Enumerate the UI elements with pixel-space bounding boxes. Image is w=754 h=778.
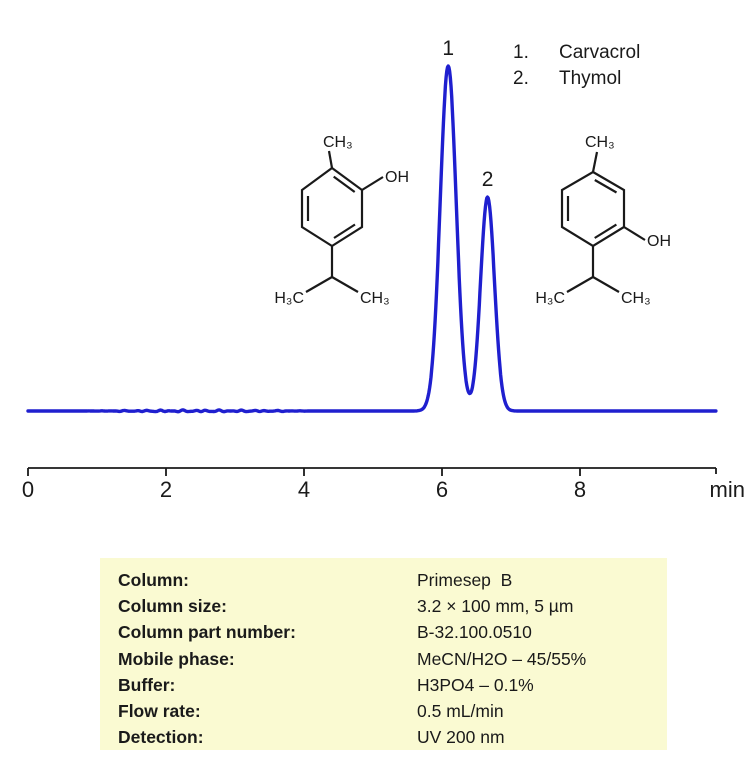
legend-number: 1. xyxy=(513,42,529,63)
double-bond-inner xyxy=(594,223,617,239)
carvacrol-structure: CH₃ OH H₃C CH₃ xyxy=(274,134,409,307)
legend-name: Thymol xyxy=(559,68,622,89)
chromatogram-curve xyxy=(26,64,718,414)
signal-trace xyxy=(26,64,718,414)
methyl-label: CH₃ xyxy=(585,134,615,151)
hydroxyl-label: OH xyxy=(647,233,671,250)
info-value: MeCN/H2O – 45/55% xyxy=(417,648,587,669)
info-value: B-32.100.0510 xyxy=(417,622,532,643)
methyl-bond xyxy=(327,150,334,169)
isopropyl-bond xyxy=(305,276,333,293)
thymol-structure: CH₃ OH H₃C CH₃ xyxy=(535,134,671,307)
info-row-mobile-phase: Mobile phase: MeCN/H2O – 45/55% xyxy=(118,646,667,672)
x-axis-tick-label: 8 xyxy=(574,477,586,502)
peak-legend: 1. Carvacrol 2. Thymol xyxy=(513,40,640,92)
method-info-panel: Column: Primesep B Column size: 3.2 × 10… xyxy=(100,558,667,750)
info-label: Detection: xyxy=(118,727,204,748)
info-row-part-number: Column part number: B-32.100.0510 xyxy=(118,620,667,646)
info-row-column-size: Column size: 3.2 × 100 mm, 5 µm xyxy=(118,593,667,619)
isopropyl-bond xyxy=(331,276,359,293)
info-label: Flow rate: xyxy=(118,701,201,722)
x-axis-unit-label: min xyxy=(710,477,745,502)
methyl-label: CH₃ xyxy=(323,134,353,151)
info-value: H3PO4 – 0.1% xyxy=(417,674,534,695)
peak-number-label: 1 xyxy=(442,37,454,60)
x-axis-tick-label: 2 xyxy=(160,477,172,502)
double-bond-inner xyxy=(333,223,356,239)
x-axis-tick-label: 4 xyxy=(298,477,310,502)
hydroxyl-bond xyxy=(623,226,646,241)
isopropyl-left-label: H₃C xyxy=(274,290,304,307)
info-label: Buffer: xyxy=(118,674,176,695)
legend-item-thymol: 2. Thymol xyxy=(513,66,640,92)
info-label: Mobile phase: xyxy=(118,648,235,669)
info-row-flow-rate: Flow rate: 0.5 mL/min xyxy=(118,698,667,724)
double-bond-inner xyxy=(333,175,356,193)
legend-number: 2. xyxy=(513,68,529,89)
double-bond-inner xyxy=(594,179,618,194)
isopropyl-left-label: H₃C xyxy=(535,290,565,307)
info-row-column: Column: Primesep B xyxy=(118,567,667,593)
legend-item-carvacrol: 1. Carvacrol xyxy=(513,40,640,66)
isopropyl-right-label: CH₃ xyxy=(360,290,390,307)
legend-name: Carvacrol xyxy=(559,42,641,63)
hydroxyl-bond xyxy=(361,176,384,191)
methyl-bond xyxy=(591,151,599,173)
info-value: Primesep B xyxy=(417,569,513,590)
info-value: UV 200 nm xyxy=(417,727,505,748)
isopropyl-right-label: CH₃ xyxy=(621,290,651,307)
hydroxyl-label: OH xyxy=(385,169,409,186)
chromatogram-svg: 0 2 4 6 8 min 12 CH₃ OH H₃C CH₃ xyxy=(22,37,745,502)
x-axis: 0 2 4 6 8 min xyxy=(22,467,745,502)
peak-labels: 12 xyxy=(442,37,493,191)
peak-number-label: 2 xyxy=(482,168,494,191)
info-row-buffer: Buffer: H3PO4 – 0.1% xyxy=(118,672,667,698)
benzene-ring xyxy=(560,170,626,248)
isopropyl-bond xyxy=(592,276,620,293)
benzene-ring xyxy=(300,166,364,248)
info-row-detection: Detection: UV 200 nm xyxy=(118,725,667,751)
info-label: Column part number: xyxy=(118,622,296,643)
info-value: 0.5 mL/min xyxy=(417,701,504,722)
x-axis-tick-label: 6 xyxy=(436,477,448,502)
isopropyl-bond xyxy=(566,276,594,293)
info-label: Column size: xyxy=(118,595,227,616)
x-axis-tick-label: 0 xyxy=(22,477,34,502)
info-label: Column: xyxy=(118,569,189,590)
info-value: 3.2 × 100 mm, 5 µm xyxy=(417,595,574,616)
